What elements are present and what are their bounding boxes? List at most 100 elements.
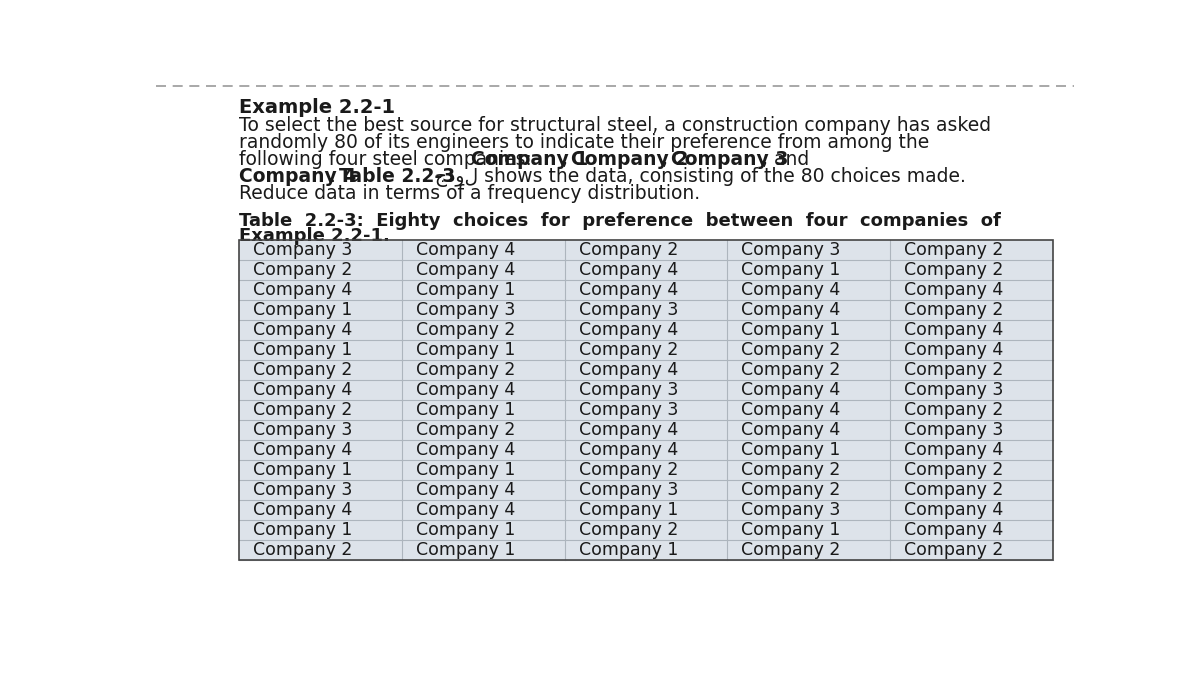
- Text: Company 4: Company 4: [253, 441, 353, 459]
- Text: Company 2: Company 2: [253, 261, 353, 279]
- Text: Company 4: Company 4: [578, 281, 678, 299]
- Text: Company 2: Company 2: [578, 341, 678, 358]
- Text: Company 3: Company 3: [253, 481, 353, 499]
- Text: Company 3: Company 3: [671, 150, 788, 169]
- Text: Company 4: Company 4: [253, 501, 353, 519]
- Bar: [565, 420, 727, 440]
- Text: Company 3: Company 3: [578, 380, 678, 399]
- Bar: [727, 259, 890, 280]
- Bar: [727, 440, 890, 460]
- Bar: [402, 340, 565, 360]
- Text: Company 1: Company 1: [416, 341, 515, 358]
- Text: Company 2: Company 2: [904, 541, 1003, 559]
- Text: Company 4: Company 4: [742, 421, 840, 439]
- Bar: [402, 300, 565, 320]
- Bar: [239, 360, 402, 380]
- Bar: [565, 440, 727, 460]
- Text: Company 2: Company 2: [571, 150, 688, 169]
- Text: Company 1: Company 1: [578, 501, 678, 519]
- Text: ,: ,: [661, 150, 673, 169]
- Bar: [727, 380, 890, 400]
- Bar: [890, 500, 1052, 520]
- Text: Company 4: Company 4: [253, 380, 353, 399]
- Text: Company 3: Company 3: [742, 501, 841, 519]
- Text: Company 1: Company 1: [253, 341, 353, 358]
- Text: Company 4: Company 4: [578, 361, 678, 379]
- Text: , and: , and: [762, 150, 809, 169]
- Text: Company 4: Company 4: [904, 341, 1003, 358]
- Bar: [727, 239, 890, 259]
- Bar: [239, 460, 402, 480]
- Bar: [239, 500, 402, 520]
- Text: Company 2: Company 2: [253, 361, 353, 379]
- Bar: [565, 380, 727, 400]
- Bar: [402, 500, 565, 520]
- Bar: [565, 340, 727, 360]
- Text: Company 4: Company 4: [904, 501, 1003, 519]
- Text: Reduce data in terms of a frequency distribution.: Reduce data in terms of a frequency dist…: [239, 184, 701, 203]
- Bar: [565, 320, 727, 340]
- Bar: [890, 280, 1052, 300]
- Bar: [565, 480, 727, 500]
- Text: Company 2: Company 2: [578, 461, 678, 479]
- Text: Company 4: Company 4: [416, 441, 515, 459]
- Text: ,: ,: [562, 150, 574, 169]
- Bar: [239, 380, 402, 400]
- Bar: [239, 239, 402, 259]
- Text: Company 4: Company 4: [904, 281, 1003, 299]
- Bar: [727, 300, 890, 320]
- Text: Company 2: Company 2: [904, 361, 1003, 379]
- Text: Example 2.2-1: Example 2.2-1: [239, 98, 395, 117]
- Text: Company 3: Company 3: [253, 241, 353, 259]
- Bar: [239, 540, 402, 560]
- Text: Company 2: Company 2: [904, 241, 1003, 259]
- Text: Company 4: Company 4: [578, 441, 678, 459]
- Bar: [890, 520, 1052, 540]
- Bar: [890, 400, 1052, 420]
- Text: Company 4: Company 4: [416, 261, 515, 279]
- Bar: [239, 440, 402, 460]
- Text: Company 1: Company 1: [742, 321, 841, 338]
- Text: Company 2: Company 2: [578, 521, 678, 539]
- Text: Company 3: Company 3: [578, 481, 678, 499]
- Bar: [890, 420, 1052, 440]
- Bar: [890, 360, 1052, 380]
- Text: Company 4: Company 4: [904, 321, 1003, 338]
- Text: Company 2: Company 2: [253, 401, 353, 419]
- Text: Company 2: Company 2: [742, 361, 841, 379]
- Bar: [402, 320, 565, 340]
- Text: Company 4: Company 4: [904, 441, 1003, 459]
- Text: Company 4: Company 4: [578, 421, 678, 439]
- Bar: [727, 340, 890, 360]
- Text: following four steel companies:: following four steel companies:: [239, 150, 538, 169]
- Bar: [402, 239, 565, 259]
- Bar: [890, 239, 1052, 259]
- Text: Company 4: Company 4: [578, 321, 678, 338]
- Text: Company 2: Company 2: [578, 241, 678, 259]
- Text: Company 1: Company 1: [416, 281, 515, 299]
- Bar: [727, 280, 890, 300]
- Bar: [402, 540, 565, 560]
- Text: Example 2.2-1.: Example 2.2-1.: [239, 227, 390, 246]
- Text: Company 1: Company 1: [253, 521, 353, 539]
- Bar: [402, 520, 565, 540]
- Bar: [402, 280, 565, 300]
- Text: Table  2.2-3:  Eighty  choices  for  preference  between  four  companies  of: Table 2.2-3: Eighty choices for preferen…: [239, 212, 1001, 230]
- Bar: [565, 520, 727, 540]
- Bar: [402, 400, 565, 420]
- Bar: [402, 460, 565, 480]
- Bar: [402, 440, 565, 460]
- Text: Company 1: Company 1: [470, 150, 588, 169]
- Bar: [402, 480, 565, 500]
- Text: Company 4: Company 4: [253, 281, 353, 299]
- Bar: [402, 380, 565, 400]
- Bar: [239, 400, 402, 420]
- Text: Company 2: Company 2: [416, 421, 515, 439]
- Text: Company 2: Company 2: [904, 401, 1003, 419]
- Bar: [890, 380, 1052, 400]
- Text: Company 1: Company 1: [416, 521, 515, 539]
- Bar: [727, 420, 890, 440]
- Text: Company 1: Company 1: [742, 521, 841, 539]
- Text: Company 1: Company 1: [416, 461, 515, 479]
- Bar: [727, 500, 890, 520]
